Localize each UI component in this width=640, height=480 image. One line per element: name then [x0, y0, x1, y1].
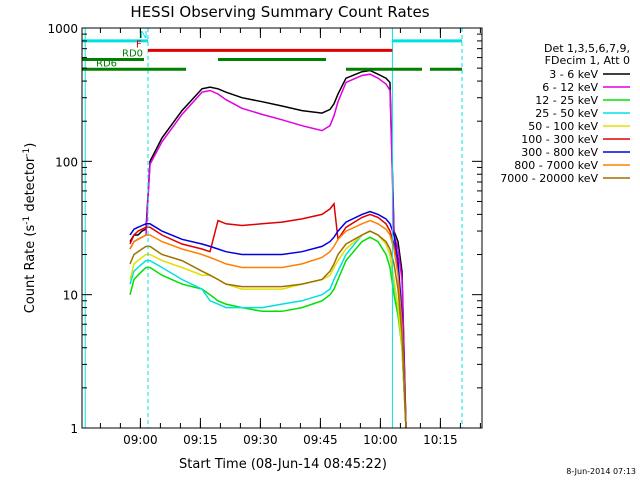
series-line-6-12-kev — [129, 73, 407, 428]
x-axis: 09:00 09:15 09:30 09:45 10:00 10:15 — [99, 28, 481, 447]
vline-layer — [84, 28, 463, 428]
x-tick-label: 09:30 — [243, 433, 278, 447]
legend-label-12-25-kev: 12 - 25 keV — [535, 94, 598, 107]
series-line-100-300-kev — [129, 201, 407, 428]
legend-label-25-50-kev: 25 - 50 keV — [535, 107, 598, 120]
chart-title: HESSI Observing Summary Count Rates — [130, 3, 429, 21]
series-line-50-100-kev — [129, 230, 407, 428]
series-line-300-800-kev — [129, 210, 407, 428]
flag-label-f: F — [136, 39, 142, 50]
legend-label-50-100-kev: 50 - 100 keV — [528, 120, 598, 133]
y-tick-label: 1 — [70, 422, 78, 436]
series-layer — [129, 69, 407, 428]
y-axis-label: Count Rate (s-1 detector-1) — [22, 143, 38, 314]
y-axis: 1 10 100 1000 — [47, 22, 482, 436]
y-tick-label: 100 — [55, 155, 78, 169]
plot-frame — [81, 27, 483, 429]
legend-label-800-7000-kev: 800 - 7000 keV — [514, 159, 598, 172]
legend-header-line1: Det 1,3,5,6,7,9, — [544, 42, 630, 55]
flag-label-rd6: RD6 — [96, 58, 117, 69]
series-line-800-7000-kev — [129, 219, 407, 428]
legend-label-100-300-kev: 100 - 300 keV — [521, 133, 598, 146]
x-tick-label: 09:45 — [303, 433, 338, 447]
x-axis-label: Start Time (08-Jun-14 08:45:22) — [179, 457, 387, 472]
legend-label-7000-20000-kev: 7000 - 20000 keV — [500, 172, 598, 185]
y-tick-label: 10 — [63, 289, 78, 303]
series-line-7000-20000-kev — [129, 230, 407, 428]
x-tick-label: 09:00 — [123, 433, 158, 447]
x-tick-label: 10:15 — [423, 433, 458, 447]
legend-label-300-800-kev: 300 - 800 keV — [521, 146, 598, 159]
series-line-3-6-kev — [129, 69, 407, 428]
legend-label-3-6-kev: 3 - 6 keV — [549, 68, 598, 81]
x-tick-label: 10:00 — [363, 433, 398, 447]
y-tick-label: 1000 — [47, 22, 78, 36]
series-line-12-25-kev — [129, 236, 407, 428]
timestamp-footer: 8-Jun-2014 07:13 — [566, 467, 636, 476]
flag-label-n: N — [140, 30, 147, 41]
series-line-25-50-kev — [129, 230, 407, 428]
legend-label-6-12-kev: 6 - 12 keV — [542, 81, 598, 94]
flag-label-rd0: RD0 — [122, 49, 143, 60]
x-tick-label: 09:15 — [183, 433, 218, 447]
legend: Det 1,3,5,6,7,9, FDecim 1, Att 0 3 - 6 k… — [500, 42, 630, 185]
legend-header-line2: FDecim 1, Att 0 — [545, 54, 630, 67]
